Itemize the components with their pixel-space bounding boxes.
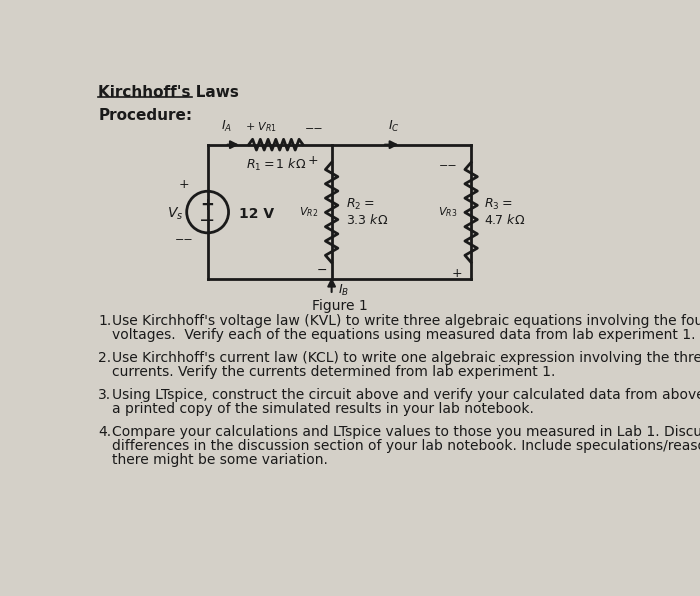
Text: +: +: [307, 154, 318, 167]
Text: $I_C$: $I_C$: [388, 119, 400, 134]
Text: $I_B$: $I_B$: [338, 283, 349, 298]
Text: $V_{R3}$: $V_{R3}$: [438, 206, 457, 219]
Text: currents. Verify the currents determined from lab experiment 1.: currents. Verify the currents determined…: [112, 365, 556, 379]
Text: 3.: 3.: [98, 388, 111, 402]
Text: Compare your calculations and LTspice values to those you measured in Lab 1. Dis: Compare your calculations and LTspice va…: [112, 425, 700, 439]
Text: $V_{R2}$: $V_{R2}$: [298, 206, 318, 219]
Text: Figure 1: Figure 1: [312, 299, 368, 313]
Text: + $V_{R1}$: + $V_{R1}$: [245, 120, 277, 134]
Text: there might be some variation.: there might be some variation.: [112, 453, 328, 467]
Text: −−: −−: [175, 235, 194, 245]
Text: Procedure:: Procedure:: [98, 108, 192, 123]
Text: a printed copy of the simulated results in your lab notebook.: a printed copy of the simulated results …: [112, 402, 534, 416]
Text: voltages.  Verify each of the equations using measured data from lab experiment : voltages. Verify each of the equations u…: [112, 328, 696, 342]
Text: 2.: 2.: [98, 351, 111, 365]
Text: $R_2 =$: $R_2 =$: [346, 197, 374, 212]
Text: Kirchhoff's Laws: Kirchhoff's Laws: [98, 85, 239, 100]
Text: 12 V: 12 V: [239, 207, 274, 221]
Text: Use Kirchhoff's current law (KCL) to write one algebraic expression involving th: Use Kirchhoff's current law (KCL) to wri…: [112, 351, 700, 365]
Text: 4.: 4.: [98, 425, 111, 439]
Text: differences in the discussion section of your lab notebook. Include speculations: differences in the discussion section of…: [112, 439, 700, 453]
Text: Use Kirchhoff's voltage law (KVL) to write three algebraic equations involving t: Use Kirchhoff's voltage law (KVL) to wri…: [112, 314, 700, 328]
Text: +: +: [179, 178, 190, 191]
Text: $R_1 = 1\ k\Omega$: $R_1 = 1\ k\Omega$: [246, 157, 306, 173]
Text: 1.: 1.: [98, 314, 111, 328]
Text: Using LTspice, construct the circuit above and verify your calculated data from : Using LTspice, construct the circuit abo…: [112, 388, 700, 402]
Text: $R_3 =$: $R_3 =$: [484, 197, 512, 212]
Text: −−: −−: [304, 124, 323, 134]
Text: $3.3\ k\Omega$: $3.3\ k\Omega$: [346, 213, 388, 227]
Text: −: −: [317, 263, 328, 277]
Text: +: +: [201, 196, 215, 214]
Text: −: −: [199, 211, 216, 230]
Text: +: +: [452, 267, 463, 280]
Text: $I_A$: $I_A$: [221, 119, 232, 134]
Text: $V_s$: $V_s$: [167, 206, 183, 222]
Text: $4.7\ k\Omega$: $4.7\ k\Omega$: [484, 213, 525, 227]
Text: −−: −−: [438, 162, 457, 171]
